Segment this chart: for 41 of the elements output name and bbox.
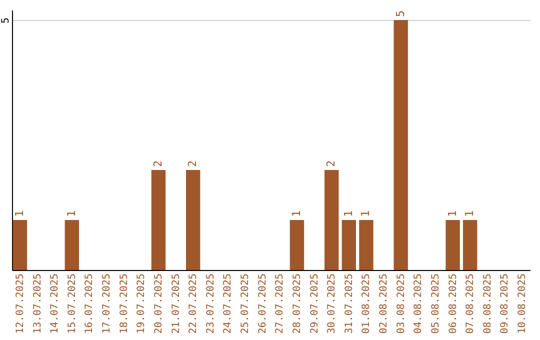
x-tick-label: 14.07.2025 — [50, 274, 61, 334]
x-tick-label: 30.07.2025 — [326, 274, 338, 334]
x-tick-label: 01.08.2025 — [361, 274, 372, 334]
x-tick-label: 06.08.2025 — [448, 274, 459, 334]
x-tick-label: 15.07.2025 — [66, 274, 78, 334]
x-tick-label: 17.07.2025 — [102, 274, 113, 334]
x-tick-label: 07.08.2025 — [465, 274, 476, 334]
x-tick-label: 24.07.2025 — [222, 274, 234, 334]
x-tick-label: 25.07.2025 — [240, 274, 252, 334]
x-tick-label: 28.07.2025 — [292, 274, 303, 334]
x-tick-label: 20.07.2025 — [153, 274, 164, 334]
data-label: 2 — [151, 160, 164, 167]
data-label: 1 — [446, 210, 459, 217]
x-tick-label: 03.08.2025 — [396, 274, 407, 334]
x-tick-label: 13.07.2025 — [32, 274, 44, 334]
data-label: 1 — [12, 210, 26, 217]
x-tick-label: 04.08.2025 — [413, 274, 424, 334]
x-tick-label: 16.07.2025 — [84, 274, 96, 334]
x-tick-label: 22.07.2025 — [188, 274, 200, 334]
data-label: 1 — [463, 210, 476, 217]
x-tick-label: 18.07.2025 — [118, 274, 130, 334]
x-tick-label: 08.08.2025 — [482, 274, 494, 334]
data-label: 2 — [324, 160, 338, 167]
x-tick-label: 09.08.2025 — [500, 274, 511, 334]
x-tick-label: 02.08.2025 — [378, 274, 390, 334]
x-tick-label: 31.07.2025 — [344, 274, 355, 334]
data-label: 2 — [186, 160, 200, 167]
x-tick-label: 27.07.2025 — [274, 274, 286, 334]
x-tick-label: 23.07.2025 — [205, 274, 216, 334]
x-tick-label: 05.08.2025 — [430, 274, 442, 334]
data-label: 1 — [64, 210, 78, 217]
x-tick-label: 19.07.2025 — [136, 274, 148, 334]
x-tick-label: 12.07.2025 — [14, 274, 26, 334]
x-tick-label: 10.08.2025 — [517, 274, 528, 334]
x-tick-label: 21.07.2025 — [170, 274, 182, 334]
data-label: 1 — [342, 210, 355, 217]
x-tick-label: 26.07.2025 — [257, 274, 268, 334]
data-label: 1 — [359, 210, 372, 217]
data-label: 1 — [290, 210, 303, 217]
data-label: 5 — [394, 10, 407, 17]
x-tick-label: 29.07.2025 — [309, 274, 320, 334]
